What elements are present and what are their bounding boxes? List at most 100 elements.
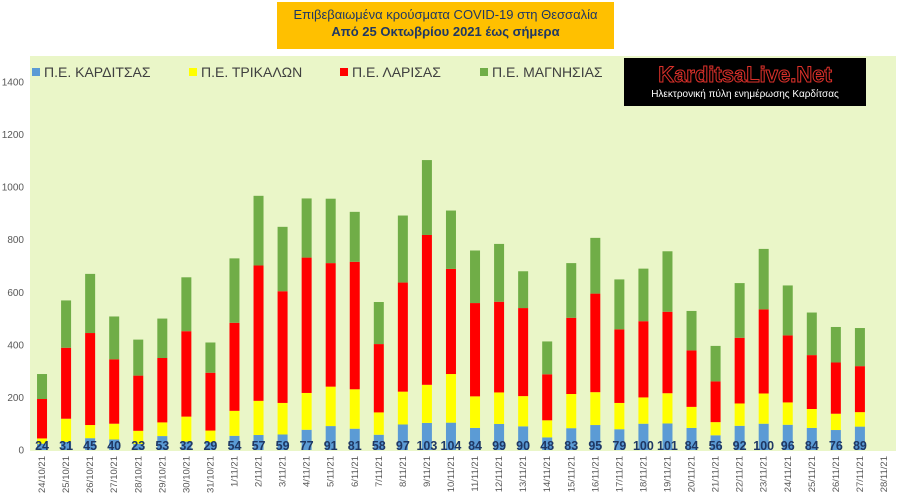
bar-segment	[301, 392, 312, 430]
bar-segment	[758, 309, 769, 394]
bar-segment	[157, 422, 168, 437]
bar-segment	[662, 251, 673, 312]
bar-segment	[253, 265, 264, 401]
bar-segment	[421, 384, 432, 423]
bar-segment	[494, 243, 505, 302]
plot-area	[30, 56, 896, 451]
bar-segment	[734, 425, 745, 450]
x-tick-label: 25/11/21	[807, 456, 818, 492]
bar-segment	[782, 335, 793, 403]
data-label: 40	[107, 439, 121, 453]
x-axis: 24/10/21 25/10/21 26/10/21 27/10/21 28/10/21…	[37, 456, 890, 493]
bar-segment	[590, 392, 601, 426]
x-tick-label: 26/11/21	[831, 456, 842, 492]
legend: Π.Ε. ΚΑΡΔΙΤΣΑΣ Π.Ε. ΤΡΙΚΑΛΩΝ Π.Ε. ΛΑΡΙΣΑΣ Π…	[32, 64, 603, 80]
bar-segment	[638, 268, 649, 322]
bar-segment	[638, 397, 649, 424]
bar-segment	[638, 423, 649, 450]
x-tick-label: 8/11/21	[398, 456, 409, 487]
bar-segment	[590, 425, 601, 450]
y-tick-label: 0	[18, 446, 24, 457]
bar-segment	[806, 408, 817, 428]
bar-segment	[758, 423, 769, 450]
bar-segment	[566, 263, 577, 318]
bar-segment	[157, 358, 168, 423]
data-label: 48	[540, 439, 554, 453]
data-label: 84	[805, 439, 819, 453]
bar-segment	[542, 374, 553, 421]
bar-segment	[373, 412, 384, 435]
x-tick-label: 22/11/21	[735, 456, 746, 492]
bar-segment	[205, 442, 216, 450]
bar-segment	[229, 258, 240, 323]
x-tick-label: 4/11/21	[302, 456, 313, 487]
bars	[37, 160, 865, 450]
y-axis: 0 200 400 600 800 1000 1200 1400	[2, 78, 25, 457]
bar-segment	[542, 341, 553, 375]
data-label: 79	[612, 439, 626, 453]
bar-segment	[494, 301, 505, 393]
bar-segment	[614, 429, 625, 450]
bar-segment	[37, 443, 48, 450]
bar-segment	[181, 441, 192, 450]
x-tick-label: 25/10/21	[61, 456, 72, 493]
data-label: 100	[753, 439, 774, 453]
bar-segment	[470, 250, 481, 304]
bar-segment	[253, 195, 264, 266]
bar-segment	[61, 300, 72, 348]
x-tick-label: 16/11/21	[590, 456, 601, 492]
bar-segment	[421, 422, 432, 450]
bar-segment	[734, 403, 745, 426]
bar-segment	[229, 322, 240, 411]
data-label: 53	[155, 439, 169, 453]
bar-segment	[806, 427, 817, 450]
data-label: 81	[348, 439, 362, 453]
bar-segment	[710, 345, 721, 382]
bar-segment	[734, 283, 745, 338]
y-tick-label: 1200	[2, 130, 25, 141]
x-tick-label: 10/11/21	[446, 456, 457, 492]
bar-segment	[445, 210, 456, 269]
logo-name: KarditsaLive.Net	[658, 62, 833, 88]
x-tick-label: 30/10/21	[181, 456, 192, 493]
bar-segment	[157, 436, 168, 450]
bar-segment	[782, 402, 793, 425]
bar-segment	[662, 311, 673, 394]
bar-segment	[133, 375, 144, 431]
data-label: 92	[733, 439, 747, 453]
bar-segment	[566, 317, 577, 395]
bar-segment	[830, 362, 841, 414]
bar-segment	[325, 198, 336, 264]
bar-segment	[373, 302, 384, 345]
x-tick-label: 12/11/21	[494, 456, 505, 492]
bar-segment	[614, 279, 625, 330]
y-tick-label: 1000	[2, 183, 25, 194]
x-tick-label: 15/11/21	[566, 456, 577, 492]
x-tick-label: 31/10/21	[205, 456, 216, 493]
y-tick-label: 200	[7, 393, 24, 404]
bar-segment	[518, 426, 529, 450]
x-tick-label: 27/10/21	[109, 456, 120, 493]
data-label: 84	[468, 439, 482, 453]
bar-segment	[181, 277, 192, 332]
bar-segment	[349, 211, 360, 262]
data-label: 77	[300, 439, 314, 453]
bar-segment	[445, 268, 456, 375]
data-label: 101	[657, 439, 678, 453]
data-label: 56	[709, 439, 723, 453]
x-tick-label: 3/11/21	[278, 456, 289, 487]
bar-segment	[662, 423, 673, 450]
bar-segment	[109, 423, 120, 440]
chart-title-box: Επιβεβαιωμένα κρούσματα COVID-19 στη Θεσ…	[277, 2, 614, 49]
y-tick-label: 600	[7, 288, 24, 299]
data-label: 100	[633, 439, 654, 453]
bar-segment	[854, 328, 865, 367]
bar-segment	[133, 443, 144, 450]
x-tick-label: 14/11/21	[542, 456, 553, 492]
bar-segment	[518, 308, 529, 397]
chart-subtitle: Από 25 Οκτωβρίου 2021 έως σήμερα	[331, 24, 560, 39]
bar-segment	[542, 420, 553, 438]
x-tick-label: 20/11/21	[687, 456, 698, 492]
bar-segment	[85, 438, 96, 450]
x-tick-label: 21/11/21	[711, 456, 722, 492]
